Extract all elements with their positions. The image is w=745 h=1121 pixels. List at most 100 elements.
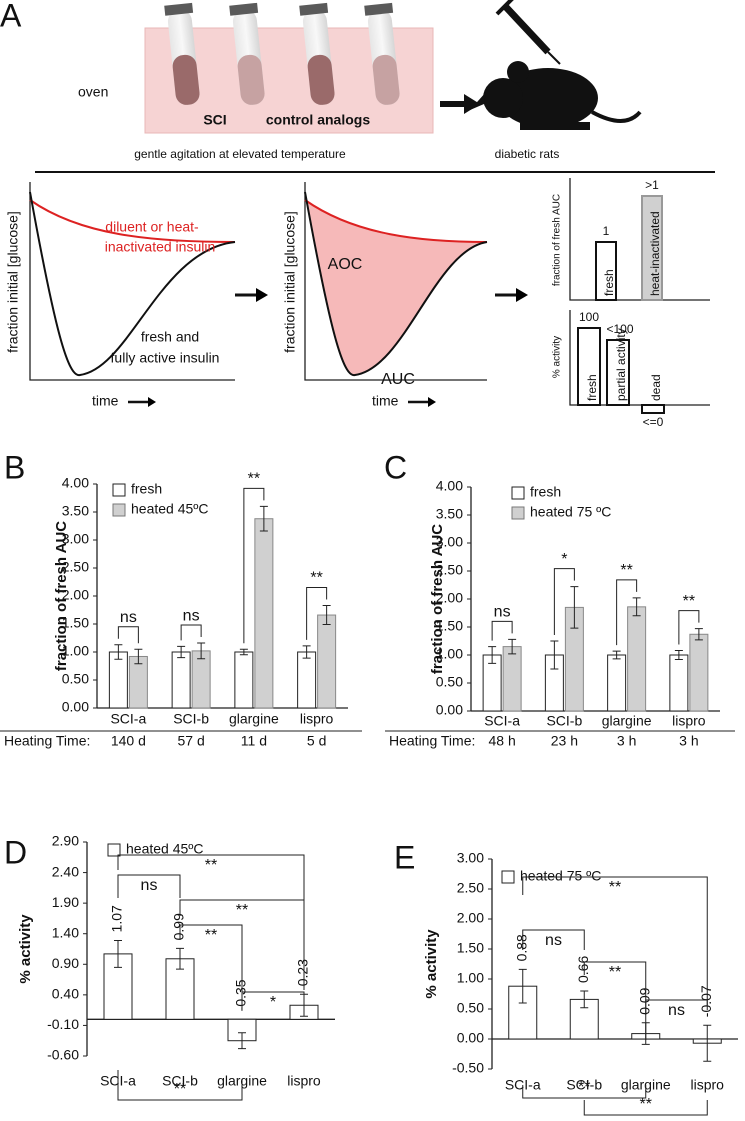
y-tick-label: 2.00 — [62, 587, 89, 603]
error-bar — [259, 505, 268, 532]
y-tick-label: 3.50 — [62, 503, 89, 519]
axes — [304, 182, 487, 381]
bracket — [179, 924, 243, 1005]
bar — [108, 651, 128, 709]
significance: ns — [120, 609, 137, 626]
significance: ns — [545, 932, 562, 949]
bar-label: 100 — [579, 310, 599, 324]
heating-time: 3 h — [617, 733, 636, 749]
value-label: 0.99 — [171, 913, 187, 940]
y-tick-label: 2.90 — [52, 833, 79, 849]
y-axis-label: fraction initial [glucose] — [282, 211, 298, 353]
error-bar — [176, 947, 184, 970]
legend-label: fresh — [530, 484, 561, 500]
error-bar — [518, 968, 527, 1004]
y-tick-label: 0.00 — [62, 699, 89, 715]
bar — [627, 606, 647, 712]
error-bar — [238, 1032, 246, 1050]
y-tick-label: -0.50 — [452, 1060, 484, 1076]
y-tick-label: 4.00 — [436, 478, 463, 494]
y-tick-label: 0.50 — [62, 671, 89, 687]
bar-name: dead — [649, 374, 663, 401]
bar-label: 1 — [603, 224, 610, 238]
significance: ns — [668, 1002, 685, 1019]
schematic-bar — [606, 339, 630, 406]
y-axis-label: % activity — [552, 336, 563, 378]
y-tick-label: 1.90 — [52, 894, 79, 910]
arrow-head — [464, 94, 480, 114]
legend-label: heated 45ºC — [131, 501, 209, 517]
y-tick-label: 2.50 — [62, 559, 89, 575]
arrow-head — [516, 288, 528, 302]
error-bar — [197, 642, 206, 660]
axes — [29, 182, 235, 381]
significance: ns — [141, 877, 158, 894]
x-tick-label: SCI-a — [484, 713, 520, 729]
y-tick-label: 1.40 — [52, 924, 79, 940]
y-tick-label: 4.00 — [62, 475, 89, 491]
x-tick-label: SCI-b — [566, 1077, 602, 1093]
bar-label: <=0 — [643, 415, 664, 429]
arrow-head — [428, 397, 436, 407]
x-axis-label: time — [372, 393, 399, 409]
error-bar — [508, 638, 517, 655]
significance: ns — [183, 607, 200, 624]
curve — [29, 199, 236, 243]
bracket — [117, 626, 139, 644]
bracket — [117, 1070, 243, 1101]
error-bar — [114, 644, 123, 660]
panel-label: B — [4, 449, 25, 485]
panel-label: A — [0, 0, 22, 33]
annotation: fresh and — [141, 329, 199, 345]
significance: * — [270, 994, 276, 1011]
legend-swatch — [107, 843, 121, 857]
y-tick-label: 3.50 — [436, 506, 463, 522]
significance: ns — [494, 604, 511, 621]
arrow-head — [148, 397, 156, 407]
bar-name: partial activity — [614, 328, 628, 401]
heating-time: 5 d — [307, 733, 326, 749]
value-label: -0.07 — [698, 985, 714, 1017]
y-tick-label: 3.00 — [62, 531, 89, 547]
legend-label: fresh — [131, 481, 162, 497]
bracket — [522, 1085, 647, 1099]
value-label: 0.66 — [575, 956, 591, 983]
x-tick-label: SCI-a — [110, 711, 146, 727]
oven-label: oven — [78, 84, 108, 100]
tubes — [164, 2, 400, 105]
curve — [304, 199, 488, 243]
annotation: diluent or heat- — [105, 219, 199, 235]
heating-time: 57 d — [178, 733, 205, 749]
bar — [234, 651, 254, 709]
bar — [689, 633, 709, 712]
x-tick-label: lispro — [300, 711, 334, 727]
annotation: AOC — [328, 256, 363, 273]
y-tick-label: -0.60 — [47, 1047, 79, 1063]
significance: ** — [683, 593, 695, 610]
x-tick-label: SCI-b — [173, 711, 209, 727]
bracket — [491, 620, 513, 641]
bracket — [180, 624, 202, 641]
significance: ** — [578, 1079, 590, 1096]
error-bar — [612, 650, 621, 660]
y-tick-label: 2.50 — [457, 880, 484, 896]
bracket — [241, 991, 305, 1010]
significance: ** — [248, 471, 260, 488]
legend-label: heated 75 ºC — [530, 504, 611, 520]
error-bar — [632, 597, 641, 617]
bar — [669, 654, 689, 712]
y-axis-label: fraction of fresh AUC — [429, 524, 446, 674]
y-axis-label: % activity — [17, 914, 34, 984]
y-axis-label: % activity — [423, 929, 440, 999]
x-tick-label: lispro — [287, 1073, 321, 1089]
heating-time: 140 d — [111, 733, 146, 749]
bar-label: >1 — [645, 178, 659, 192]
bracket — [522, 929, 585, 950]
heating-time: 48 h — [489, 733, 516, 749]
significance: ** — [609, 879, 621, 896]
control-label: control analogs — [266, 112, 370, 128]
curve — [304, 191, 488, 377]
caption: diabetic rats — [495, 147, 560, 161]
error-bar — [322, 605, 331, 626]
